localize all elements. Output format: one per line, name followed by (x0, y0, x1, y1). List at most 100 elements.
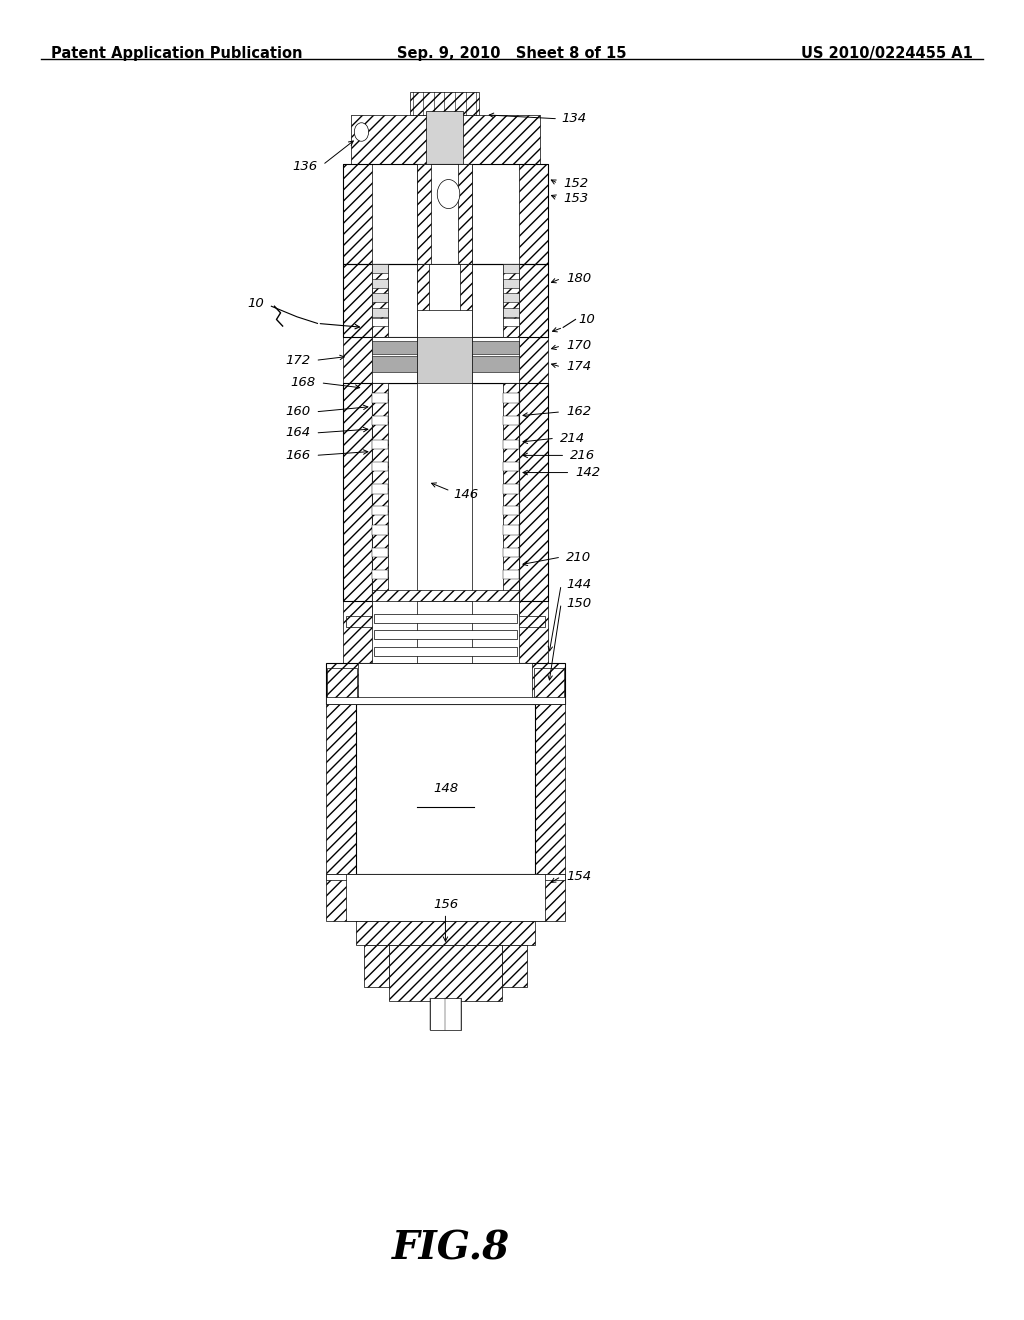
Bar (343, 164, 548, 264)
Bar (372, 506, 388, 515)
Bar (346, 874, 545, 921)
Bar (417, 264, 472, 337)
Bar (503, 462, 519, 471)
Bar (503, 308, 519, 317)
Bar (503, 416, 519, 425)
Bar (372, 440, 388, 449)
Text: 216: 216 (570, 449, 596, 462)
Bar (430, 998, 461, 1030)
Bar (417, 164, 431, 264)
Polygon shape (351, 115, 540, 164)
Text: 156: 156 (433, 898, 458, 911)
Bar (460, 264, 472, 337)
Text: FIG.8: FIG.8 (391, 1229, 510, 1267)
Polygon shape (326, 874, 565, 921)
Bar (503, 383, 519, 601)
Bar (374, 630, 517, 639)
Bar (372, 318, 388, 326)
Bar (372, 383, 388, 601)
Polygon shape (326, 663, 565, 704)
Bar (417, 164, 472, 264)
Bar (372, 570, 388, 579)
Bar (503, 279, 519, 288)
Bar (503, 506, 519, 515)
Text: 146: 146 (454, 488, 479, 502)
Bar (417, 264, 429, 337)
Polygon shape (502, 945, 527, 987)
Polygon shape (389, 945, 502, 1001)
Bar (417, 310, 472, 601)
Text: 10: 10 (248, 297, 264, 310)
Bar (472, 356, 519, 372)
Bar (372, 279, 388, 288)
Bar (503, 264, 519, 273)
Bar (503, 525, 519, 535)
Bar (374, 614, 517, 623)
Circle shape (437, 180, 460, 209)
Text: 214: 214 (560, 432, 586, 445)
Bar (343, 264, 548, 337)
Bar (503, 440, 519, 449)
Polygon shape (410, 92, 479, 115)
Bar (458, 164, 472, 264)
Bar (372, 601, 519, 663)
Text: 166: 166 (285, 449, 310, 462)
Bar (372, 462, 388, 471)
Text: 168: 168 (290, 376, 315, 389)
Bar (343, 383, 372, 601)
Text: 153: 153 (563, 191, 589, 205)
Text: 150: 150 (566, 597, 592, 610)
Bar (372, 308, 388, 317)
Bar (503, 393, 519, 403)
Bar (343, 164, 372, 264)
Bar (358, 663, 532, 704)
Bar (372, 548, 388, 557)
Text: 172: 172 (285, 354, 310, 367)
Text: 148: 148 (433, 783, 458, 795)
Bar (372, 264, 388, 273)
Polygon shape (343, 601, 548, 663)
Bar (372, 416, 388, 425)
Bar (372, 293, 388, 302)
Bar (519, 383, 548, 601)
Bar (503, 293, 519, 302)
Bar (372, 264, 388, 337)
Text: US 2010/0224455 A1: US 2010/0224455 A1 (801, 46, 973, 61)
Text: 174: 174 (566, 360, 592, 374)
Polygon shape (343, 337, 548, 383)
Text: 152: 152 (563, 177, 589, 190)
Bar (426, 111, 463, 164)
Text: 164: 164 (285, 426, 310, 440)
Bar (356, 704, 535, 874)
Bar (372, 341, 417, 354)
Bar (519, 264, 548, 337)
Bar (372, 356, 417, 372)
Bar (326, 874, 565, 880)
Bar (503, 264, 519, 337)
Text: 210: 210 (566, 550, 592, 564)
Polygon shape (346, 590, 545, 627)
Bar (417, 337, 472, 383)
Text: 160: 160 (285, 405, 310, 418)
Bar (343, 264, 372, 337)
Bar (372, 484, 388, 494)
Bar (417, 601, 472, 663)
Bar (372, 393, 388, 403)
Bar (326, 697, 565, 704)
Polygon shape (356, 921, 535, 945)
Bar (503, 570, 519, 579)
Bar (503, 318, 519, 326)
Bar (372, 337, 519, 383)
Bar (472, 341, 519, 354)
Bar (503, 548, 519, 557)
Text: 154: 154 (566, 870, 592, 883)
Text: 136: 136 (292, 160, 317, 173)
Bar (372, 383, 519, 601)
Bar (343, 383, 548, 601)
Text: 162: 162 (566, 405, 592, 418)
Text: Patent Application Publication: Patent Application Publication (51, 46, 303, 61)
Text: 144: 144 (566, 578, 592, 591)
Bar (534, 668, 564, 698)
Bar (374, 647, 517, 656)
Bar (519, 164, 548, 264)
